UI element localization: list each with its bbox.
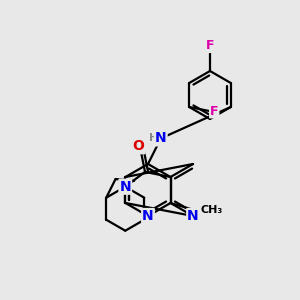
Text: O: O	[133, 139, 145, 153]
Text: N: N	[142, 209, 154, 223]
Text: N: N	[155, 131, 166, 146]
Text: N: N	[187, 209, 199, 223]
Text: CH₃: CH₃	[201, 205, 223, 215]
Text: N: N	[119, 180, 131, 194]
Text: F: F	[210, 104, 218, 118]
Text: F: F	[206, 39, 214, 52]
Text: H: H	[149, 134, 158, 143]
